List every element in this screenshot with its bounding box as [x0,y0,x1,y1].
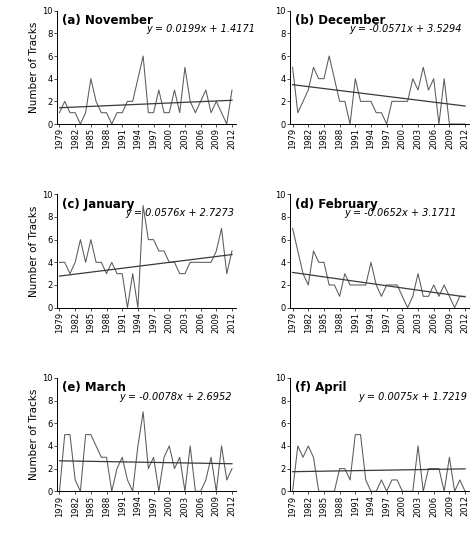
Text: (b) December: (b) December [295,14,386,27]
Text: y = 0.0576x + 2.7273: y = 0.0576x + 2.7273 [125,208,234,218]
Text: (d) February: (d) February [295,198,378,211]
Text: y = -0.0078x + 2.6952: y = -0.0078x + 2.6952 [119,391,232,402]
Y-axis label: Number of Tracks: Number of Tracks [29,22,39,113]
Y-axis label: Number of Tracks: Number of Tracks [29,205,39,297]
Text: (a) November: (a) November [62,14,153,27]
Y-axis label: Number of Tracks: Number of Tracks [29,389,39,480]
Text: (f) April: (f) April [295,381,347,394]
Text: y = 0.0199x + 1.4171: y = 0.0199x + 1.4171 [146,24,255,34]
Text: y = -0.0652x + 3.1711: y = -0.0652x + 3.1711 [344,208,456,218]
Text: y = -0.0571x + 3.5294: y = -0.0571x + 3.5294 [349,24,462,34]
Text: (e) March: (e) March [62,381,126,394]
Text: y = 0.0075x + 1.7219: y = 0.0075x + 1.7219 [358,391,467,402]
Text: (c) January: (c) January [62,198,135,211]
